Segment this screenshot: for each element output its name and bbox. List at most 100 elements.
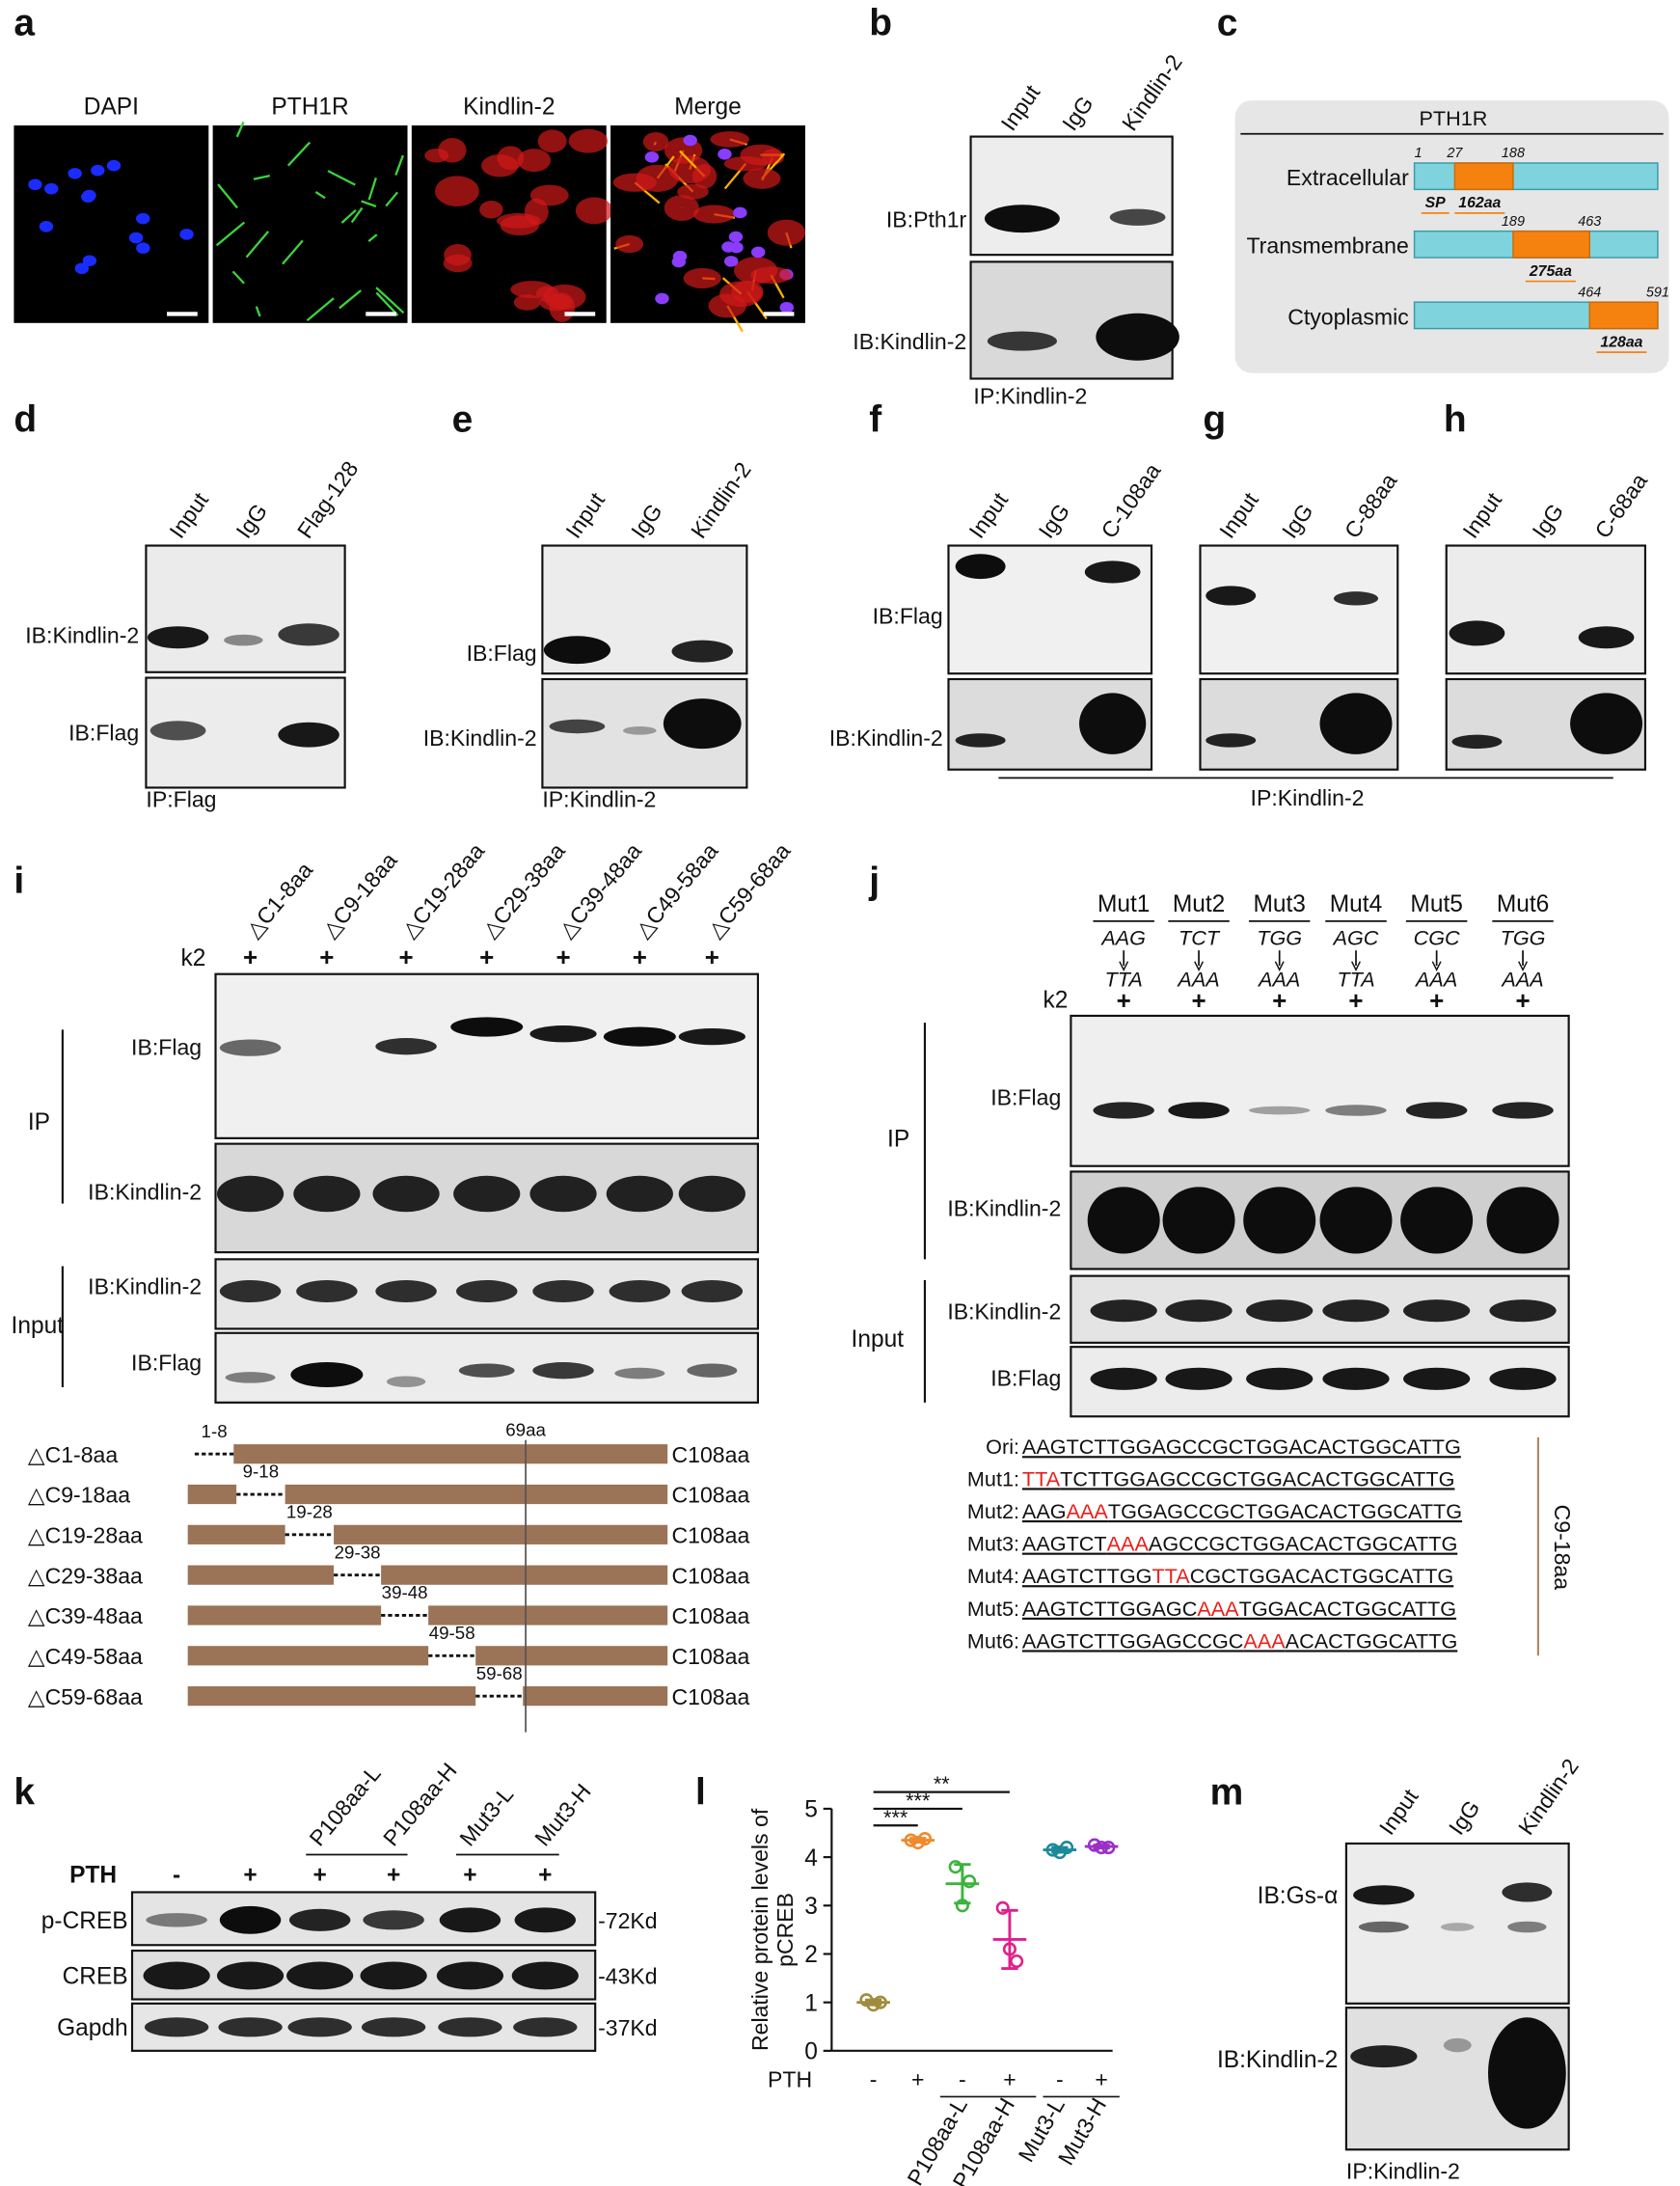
band — [1168, 1102, 1230, 1119]
segment-label: 275aa — [1529, 263, 1572, 280]
channel-label: Merge — [674, 95, 741, 121]
point — [1045, 1843, 1060, 1857]
band — [147, 626, 209, 649]
panel-letter: g — [1203, 398, 1226, 440]
label: Mut1: — [967, 1466, 1019, 1490]
sequence: AAGTCTTGGAGCAAATGGACACTGGCATTG — [1022, 1597, 1456, 1621]
sequence-part: ACACTGGCATTG — [1286, 1628, 1458, 1653]
nucleus — [723, 256, 739, 267]
plus: + — [555, 944, 570, 971]
band — [603, 1026, 676, 1047]
construct-bar — [187, 1484, 237, 1505]
nucleus — [779, 301, 794, 314]
band — [360, 1961, 427, 1990]
band — [1489, 1367, 1557, 1390]
band — [1246, 1299, 1314, 1323]
codon: TGG — [1501, 925, 1546, 949]
band — [144, 2017, 209, 2037]
cell — [438, 137, 467, 163]
sequence-part: AAA — [1197, 1597, 1239, 1621]
label: Ctyoplasmic — [1287, 304, 1409, 329]
label: IP:Kindlin-2 — [1251, 785, 1365, 810]
panel-letter: l — [695, 1772, 706, 1814]
nucleus — [179, 229, 194, 240]
construct-bar — [187, 1605, 382, 1626]
sequence-part: AAGTCTTGGAGC — [1022, 1597, 1197, 1621]
label: 69aa — [505, 1419, 546, 1439]
point — [1010, 1954, 1024, 1969]
label: Extracellular — [1287, 165, 1409, 190]
sequence-part: AAG — [1022, 1499, 1067, 1523]
position: 27 — [1446, 146, 1463, 161]
point — [1095, 1841, 1109, 1855]
band — [219, 1279, 282, 1303]
cell — [549, 292, 576, 322]
label: Gapdh — [57, 2015, 128, 2041]
cell — [517, 149, 552, 173]
gap-label: 9-18 — [243, 1462, 280, 1482]
band — [288, 1908, 351, 1931]
construct-label: △C59-68aa — [28, 1684, 143, 1709]
point — [962, 1874, 977, 1889]
panel-letter: i — [14, 861, 24, 902]
band — [663, 698, 742, 750]
nucleus — [28, 178, 42, 191]
band — [1243, 1187, 1316, 1254]
band — [543, 636, 611, 665]
nucleus — [128, 232, 144, 244]
position: 189 — [1502, 214, 1525, 230]
label: Mut4: — [967, 1564, 1019, 1588]
band — [955, 554, 1006, 580]
significance: ** — [934, 1771, 950, 1795]
sign: + — [538, 1862, 552, 1888]
codon: AGC — [1332, 925, 1379, 949]
nucleus — [136, 212, 150, 225]
band — [453, 1175, 521, 1213]
label: -43Kd — [598, 1964, 658, 1989]
nucleus — [733, 206, 747, 219]
band — [1578, 626, 1635, 649]
construct-bar — [187, 1565, 335, 1585]
end-label: C108aa — [672, 1684, 750, 1709]
band — [372, 1175, 440, 1213]
fiber — [367, 233, 378, 243]
band — [1403, 1299, 1471, 1323]
nucleus — [91, 164, 105, 177]
sign: - — [959, 2066, 966, 2091]
label: IB:Kindlin-2 — [423, 725, 537, 751]
band — [1093, 1102, 1154, 1119]
y-tick-label: 4 — [804, 1845, 818, 1872]
band — [1486, 1187, 1559, 1254]
position: 463 — [1578, 214, 1601, 230]
sequence-part: AGCCGCTGGACACTGGCATTG — [1149, 1532, 1457, 1556]
band — [375, 1279, 437, 1303]
label: Input — [12, 1313, 65, 1339]
position: 188 — [1502, 146, 1525, 161]
band — [623, 726, 657, 735]
codon: AAG — [1099, 925, 1146, 949]
y-tick-label: 2 — [804, 1942, 818, 1968]
band — [286, 1961, 354, 1990]
arrowhead — [1194, 961, 1205, 971]
label: IP:Kindlin-2 — [1346, 2159, 1460, 2184]
scale-bar — [366, 312, 396, 316]
band — [671, 640, 733, 663]
label: IB:Flag — [131, 1034, 202, 1059]
construct-label: △C19-28aa — [28, 1523, 143, 1548]
construct-label: △C39-48aa — [28, 1603, 143, 1628]
band — [216, 1175, 285, 1213]
band — [687, 1363, 738, 1378]
band — [1165, 1299, 1233, 1323]
band — [511, 1961, 579, 1990]
blot — [969, 135, 1174, 257]
band — [1246, 1367, 1314, 1390]
domain-bar — [1413, 162, 1659, 191]
band — [1333, 591, 1379, 606]
segment-label: 128aa — [1600, 334, 1642, 350]
codon: AAA — [1500, 968, 1543, 992]
y-tick-label: 1 — [804, 1990, 818, 2016]
label: -72Kd — [598, 1908, 658, 1933]
band — [984, 205, 1060, 233]
band — [375, 1038, 437, 1055]
